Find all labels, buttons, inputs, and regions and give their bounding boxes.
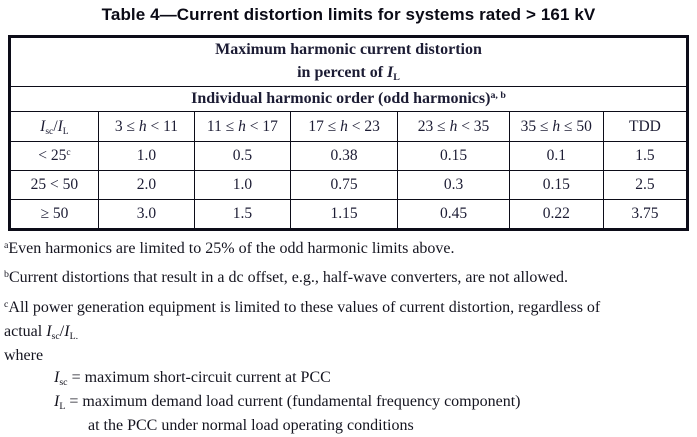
where-label: where [4,347,44,364]
definition-il-continuation: at the PCC under normal load operating c… [88,417,414,434]
isc-symbol: I [46,323,52,340]
il-subscript: L [393,72,400,84]
table-cell: 0.3 [397,170,510,200]
table-cell: 0.15 [397,141,510,171]
il-subscript: L [62,125,69,137]
footnotes-section: aEven harmonics are limited to 25% of th… [4,240,693,437]
table-header-line1: Maximum harmonic current distortion [215,41,482,58]
table-cell: 1.5 [602,141,689,171]
table-row: ≥ 50 3.0 1.5 1.15 0.45 0.22 3.75 [9,199,689,230]
h-symbol: h [340,117,348,135]
subheader-footnote-marks: a, b [490,89,506,101]
table-header-line2: in percent of IL [13,61,684,86]
table-cell: 0.15 [508,170,604,200]
il-subscript: L. [69,331,79,343]
table-cell: 0.22 [508,199,604,230]
h-symbol: h [138,117,147,135]
harmonic-range-header: 17 ≤ h < 23 [289,111,399,142]
header-line2-prefix: in percent of [297,64,388,81]
h-symbol: h [449,117,458,135]
footnote-c-line2: actual Isc/IL. [4,323,79,343]
isc-subscript: sc [59,377,68,389]
table-cell: 0.38 [289,141,399,171]
table-cell: 3.0 [97,199,196,230]
table-cell: 1.0 [194,170,291,200]
definitions-block: Isc = maximum short-circuit current at P… [54,367,693,437]
definition-isc: Isc = maximum short-circuit current at P… [54,369,331,389]
h-symbol: h [238,117,246,135]
table-header-row: Maximum harmonic current distortion in p… [9,36,688,87]
column-header-row: Isc/IL 3 ≤ h < 11 11 ≤ h < 17 17 ≤ h < 2… [9,111,689,142]
ratio-slash: / [53,117,58,135]
il-symbol: I [54,393,60,410]
isc-subscript: sc [51,331,60,343]
table-cell: 0.5 [194,141,291,171]
ratio-column-header: Isc/IL [9,111,99,142]
table-cell: 2.0 [97,170,196,200]
tdd-column-header: TDD [602,111,689,142]
table-cell: 2.5 [602,170,689,200]
table-cell: 3.75 [602,199,689,230]
isc-symbol: I [54,369,60,386]
il-symbol: I [64,323,70,340]
isc-subscript: sc [45,125,54,137]
table-row: < 25c 1.0 0.5 0.38 0.15 0.1 1.5 [9,141,689,171]
table-subheader-row: Individual harmonic order (odd harmonics… [9,86,688,112]
footnote-c-line1: cAll power generation equipment is limit… [4,298,601,316]
row-label: < 25c [9,141,99,171]
table-row: 25 < 50 2.0 1.0 0.75 0.3 0.15 2.5 [9,170,689,200]
table-cell: 1.15 [289,199,399,230]
footnote-mark: c [66,146,71,158]
il-symbol: I [57,117,63,135]
harmonic-range-header: 3 ≤ h < 11 [97,111,196,142]
footnote-a-mark: a [4,239,9,251]
isc-symbol: I [40,117,46,135]
table-cell: 0.1 [508,141,604,171]
table-header-cell: Maximum harmonic current distortion in p… [9,36,688,87]
distortion-limits-table: Maximum harmonic current distortion in p… [8,35,689,231]
row-label: ≥ 50 [9,199,99,230]
table-caption: Table 4—Current distortion limits for sy… [101,5,596,24]
table-cell: 0.45 [397,199,510,230]
il-symbol: I [387,64,394,81]
footnote-c-mark: c [4,298,9,310]
row-label: 25 < 50 [9,170,99,200]
il-subscript: L [59,401,66,413]
harmonic-range-header: 35 ≤ h ≤ 50 [508,111,604,142]
table-cell: 0.75 [289,170,399,200]
footnote-b: bCurrent distortions that result in a dc… [4,268,569,286]
footnote-c: cAll power generation equipment is limit… [4,297,693,367]
footnote-b-mark: b [4,268,9,280]
table-subheader-cell: Individual harmonic order (odd harmonics… [9,86,688,112]
harmonic-range-header: 23 ≤ h < 35 [397,111,510,142]
subheader-text: Individual harmonic order (odd harmonics… [191,90,491,107]
table-cell: 1.0 [97,141,196,171]
table-cell: 1.5 [194,199,291,230]
definition-il: IL = maximum demand load current (fundam… [54,393,521,413]
harmonic-range-header: 11 ≤ h < 17 [194,111,291,142]
footnote-a: aEven harmonics are limited to 25% of th… [4,239,455,257]
h-symbol: h [552,117,561,135]
